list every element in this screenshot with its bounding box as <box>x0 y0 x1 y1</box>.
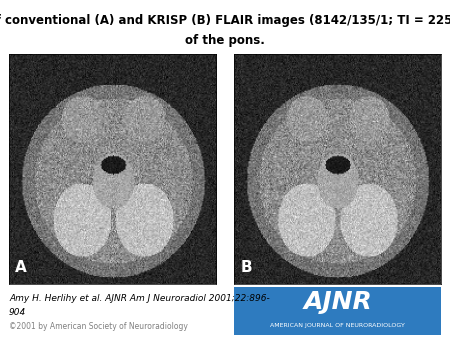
Text: of the pons.: of the pons. <box>185 34 265 47</box>
Text: AJNR: AJNR <box>303 290 372 314</box>
Text: A: A <box>15 260 27 275</box>
Text: ©2001 by American Society of Neuroradiology: ©2001 by American Society of Neuroradiol… <box>9 322 188 331</box>
Text: AMERICAN JOURNAL OF NEURORADIOLOGY: AMERICAN JOURNAL OF NEURORADIOLOGY <box>270 323 405 328</box>
Text: B: B <box>240 260 252 275</box>
Text: 904: 904 <box>9 308 26 317</box>
Text: Amy H. Herlihy et al. AJNR Am J Neuroradiol 2001;22:896-: Amy H. Herlihy et al. AJNR Am J Neurorad… <box>9 294 270 303</box>
Text: Comparison of conventional (A) and KRISP (B) FLAIR images (8142/135/1; TI = 2250: Comparison of conventional (A) and KRISP… <box>0 14 450 26</box>
